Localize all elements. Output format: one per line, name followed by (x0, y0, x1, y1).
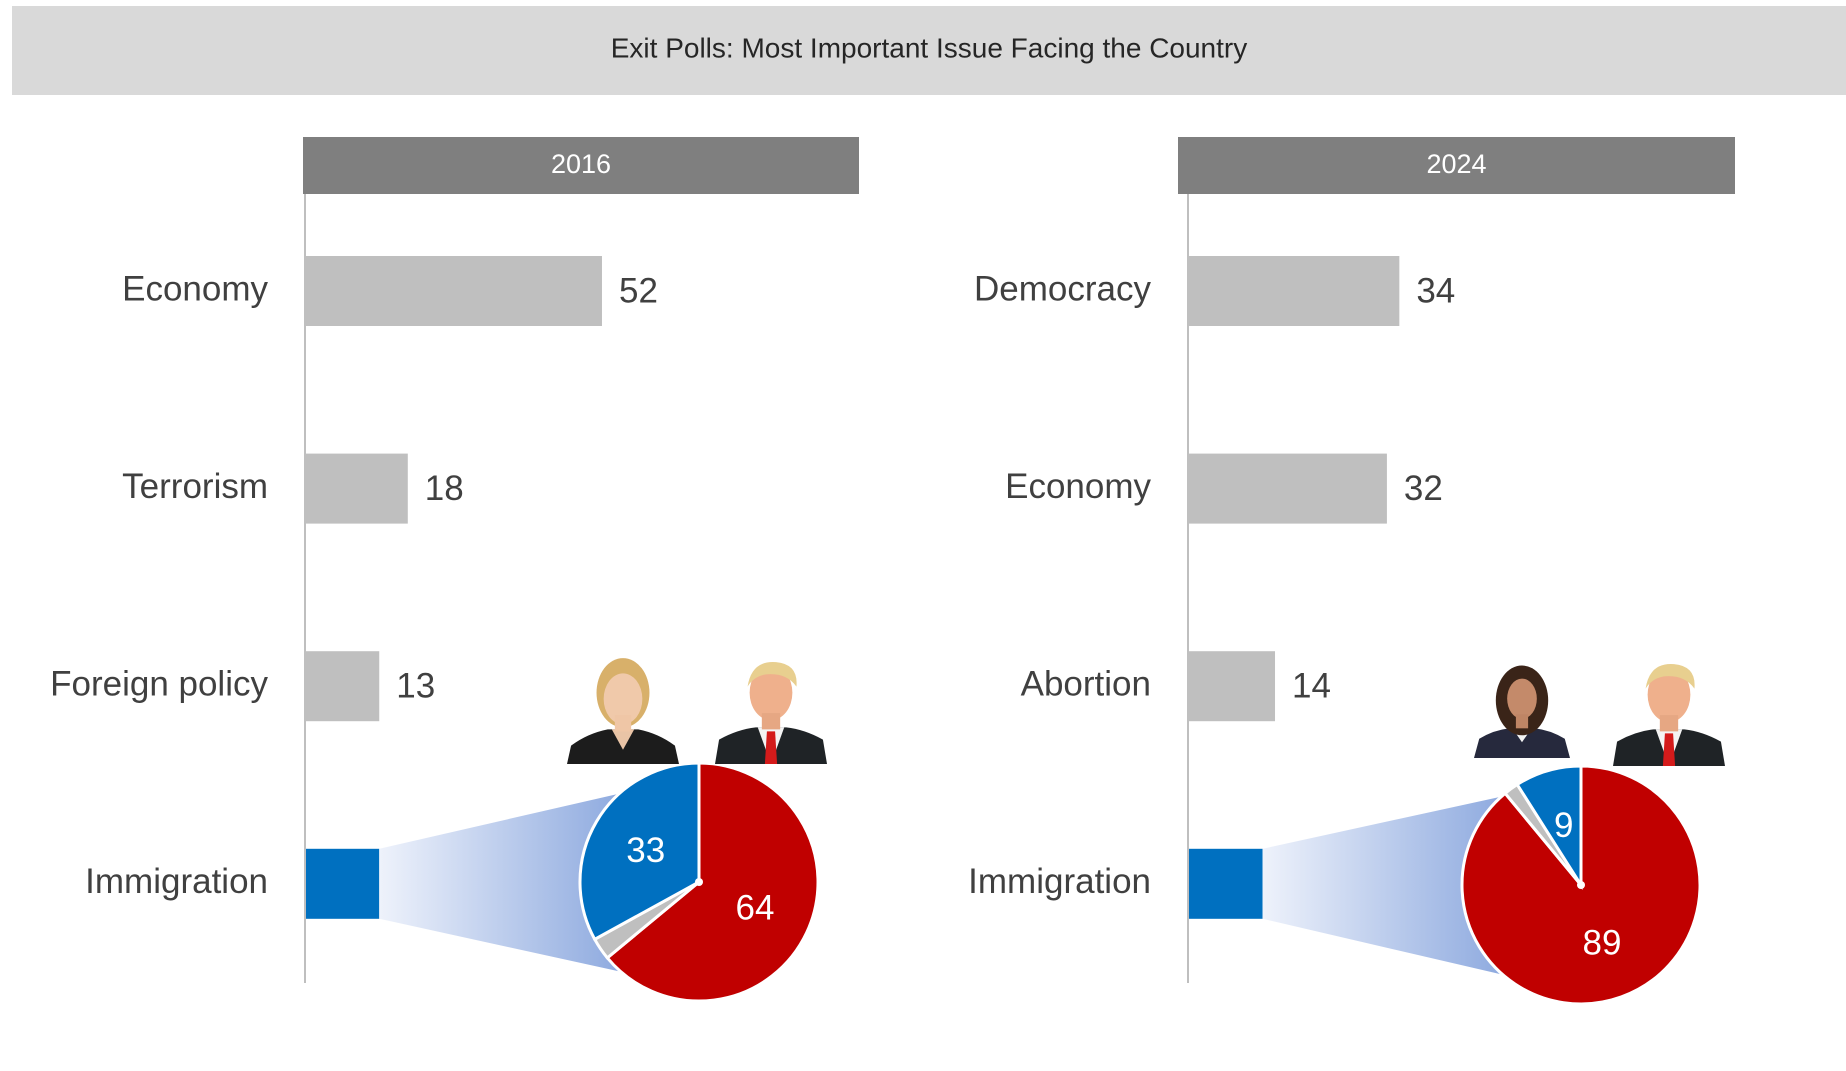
bar (1189, 848, 1263, 919)
portrait (715, 662, 827, 764)
bar (1189, 256, 1400, 326)
pie-center (1577, 881, 1585, 889)
value-label: 14 (1292, 666, 1331, 705)
value-label: 13 (396, 666, 435, 705)
bar (306, 848, 380, 919)
pie-center (695, 878, 703, 886)
bar (306, 651, 380, 722)
category-label: Abortion (1021, 664, 1151, 703)
portrait (567, 658, 679, 764)
pie-slice (1515, 764, 1583, 891)
value-label: 18 (425, 469, 464, 508)
bar (306, 453, 408, 524)
pie-label: 89 (1582, 923, 1621, 962)
category-label: Democracy (974, 269, 1151, 308)
category-label: Terrorism (122, 467, 268, 506)
value-label: 34 (1416, 271, 1455, 310)
panel-title: 2016 (551, 149, 611, 179)
connector (1262, 796, 1503, 975)
page-title: Exit Polls: Most Important Issue Facing … (611, 32, 1247, 63)
portrait (1613, 664, 1725, 766)
pie-label: 9 (1554, 806, 1573, 845)
category-label: Immigration (85, 862, 268, 901)
bar (306, 256, 602, 326)
pie-slice (578, 761, 701, 942)
bar (1189, 453, 1387, 524)
pie-slice (605, 761, 820, 1003)
pie-label: 64 (736, 889, 775, 928)
panel-header (1178, 137, 1735, 194)
value-label: 52 (619, 271, 658, 310)
panel-header (303, 137, 859, 194)
pie-label: 33 (626, 831, 665, 870)
panel-title: 2024 (1426, 149, 1486, 179)
title-banner (12, 6, 1846, 95)
bar (1189, 651, 1276, 722)
portrait (1474, 665, 1570, 758)
category-label: Immigration (968, 862, 1151, 901)
connector (379, 793, 621, 972)
category-label: Economy (1005, 467, 1151, 506)
category-label: Foreign policy (50, 664, 268, 703)
value-label: 32 (1404, 469, 1443, 508)
category-label: Economy (122, 269, 268, 308)
